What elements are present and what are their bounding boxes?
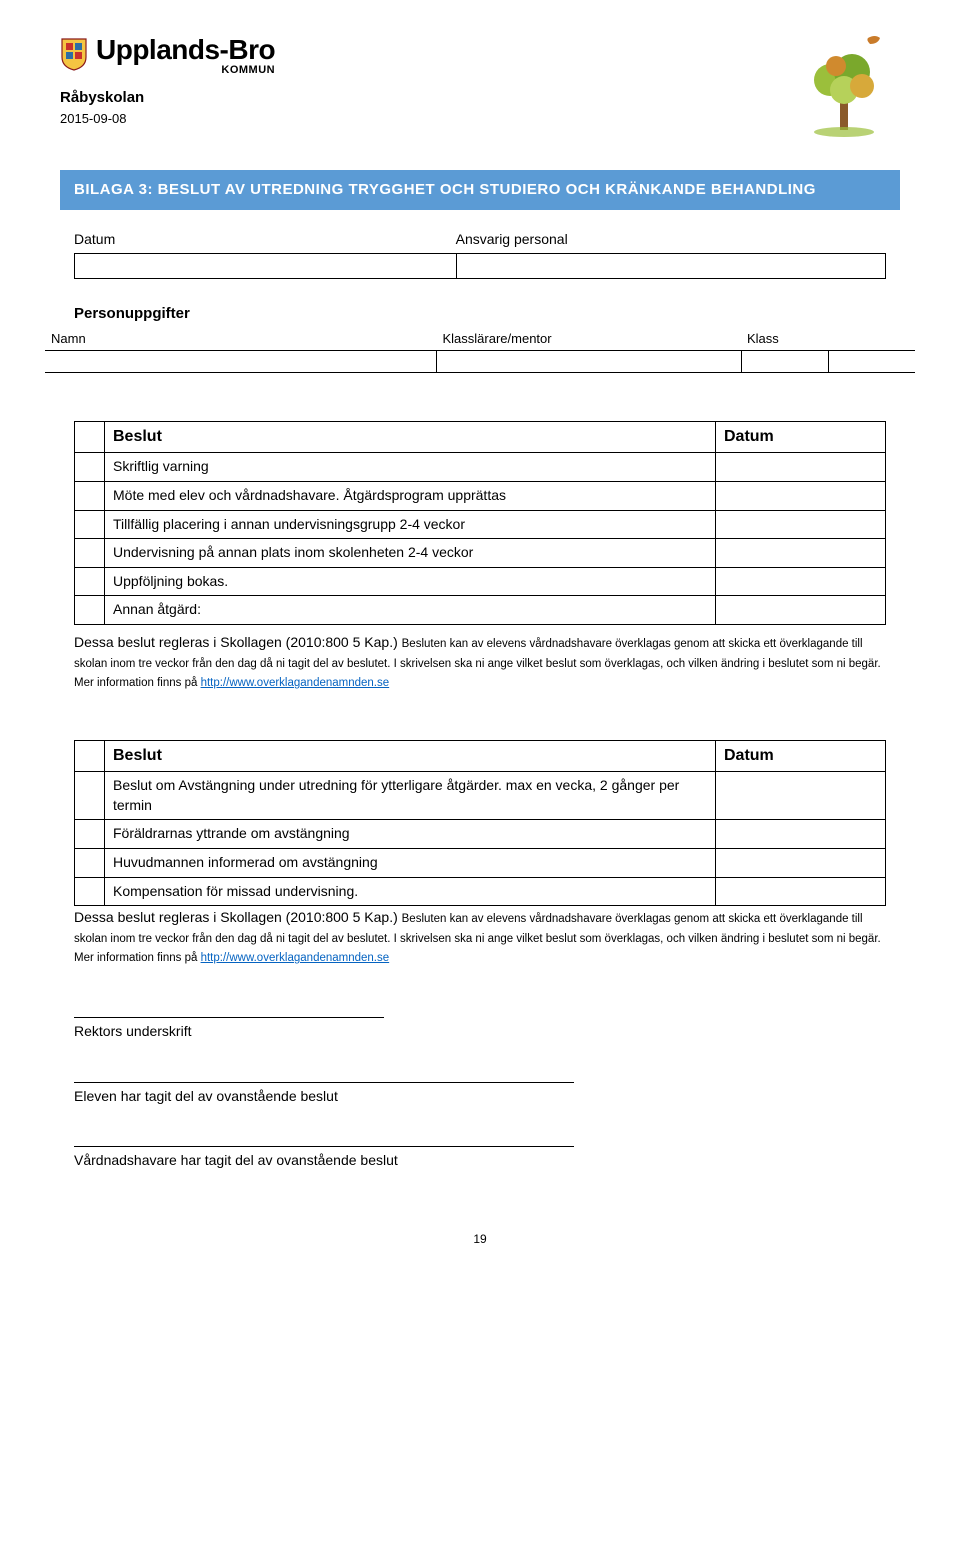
row-date[interactable] bbox=[716, 772, 886, 820]
row-date[interactable] bbox=[716, 453, 886, 482]
row-date[interactable] bbox=[716, 596, 886, 625]
legal-lead: Dessa beslut regleras i Skollagen (2010:… bbox=[74, 634, 402, 650]
sig-label-vardnad: Vårdnadshavare har tagit del av ovanståe… bbox=[74, 1151, 886, 1171]
sig-line-vardnad bbox=[74, 1146, 574, 1147]
checkbox[interactable] bbox=[75, 482, 105, 511]
checkbox[interactable] bbox=[75, 820, 105, 849]
row-text: Tillfällig placering i annan undervisnin… bbox=[105, 510, 716, 539]
sig-line-elev bbox=[74, 1082, 574, 1083]
row-text: Skriftlig varning bbox=[105, 453, 716, 482]
row-text: Uppföljning bokas. bbox=[105, 567, 716, 596]
legal-link[interactable]: http://www.overklagandenamnden.se bbox=[201, 677, 390, 689]
input-klass[interactable] bbox=[741, 351, 828, 373]
legal-link[interactable]: http://www.overklagandenamnden.se bbox=[201, 952, 390, 964]
sig-line-rektor bbox=[74, 1017, 384, 1018]
decision-table-2: Beslut Datum Beslut om Avstängning under… bbox=[74, 740, 886, 906]
col-klasslarare: Klasslärare/mentor bbox=[437, 328, 742, 351]
input-ansvarig[interactable] bbox=[456, 253, 886, 279]
school-name: Råbyskolan bbox=[60, 87, 275, 108]
logo-text: Upplands-Bro KOMMUN bbox=[96, 30, 275, 79]
checkbox[interactable] bbox=[75, 596, 105, 625]
row-date[interactable] bbox=[716, 567, 886, 596]
legal-text-1: Dessa beslut regleras i Skollagen (2010:… bbox=[74, 633, 886, 692]
row-text: Kompensation för missad undervisning. bbox=[105, 877, 716, 906]
row-date[interactable] bbox=[716, 877, 886, 906]
input-datum[interactable] bbox=[74, 253, 456, 279]
shield-icon bbox=[60, 37, 88, 71]
col-empty bbox=[828, 328, 915, 351]
col-klass: Klass bbox=[741, 328, 828, 351]
person-table: Namn Klasslärare/mentor Klass bbox=[45, 328, 915, 373]
row-text: Beslut om Avstängning under utredning fö… bbox=[105, 772, 716, 820]
decision-table-1: Beslut Datum Skriftlig varning Möte med … bbox=[74, 421, 886, 625]
row-text: Möte med elev och vårdnadshavare. Åtgärd… bbox=[105, 482, 716, 511]
checkbox[interactable] bbox=[75, 567, 105, 596]
row-text: Undervisning på annan plats inom skolenh… bbox=[105, 539, 716, 568]
input-klasslarare[interactable] bbox=[437, 351, 742, 373]
logo-row: Upplands-Bro KOMMUN bbox=[60, 30, 275, 79]
head-beslut: Beslut bbox=[105, 422, 716, 453]
row-text: Huvudmannen informerad om avstängning bbox=[105, 848, 716, 877]
document-title-bar: BILAGA 3: BESLUT AV UTREDNING TRYGGHET O… bbox=[60, 170, 900, 210]
input-extra[interactable] bbox=[828, 351, 915, 373]
top-fields: Datum Ansvarig personal bbox=[74, 230, 886, 279]
sig-label-rektor: Rektors underskrift bbox=[74, 1022, 886, 1042]
input-namn[interactable] bbox=[45, 351, 437, 373]
head-beslut: Beslut bbox=[105, 740, 716, 771]
label-datum: Datum bbox=[74, 230, 456, 250]
row-date[interactable] bbox=[716, 539, 886, 568]
head-datum: Datum bbox=[716, 740, 886, 771]
checkbox[interactable] bbox=[75, 848, 105, 877]
checkbox[interactable] bbox=[75, 772, 105, 820]
checkbox[interactable] bbox=[75, 877, 105, 906]
head-checkbox bbox=[75, 740, 105, 771]
row-date[interactable] bbox=[716, 510, 886, 539]
checkbox[interactable] bbox=[75, 539, 105, 568]
head-checkbox bbox=[75, 422, 105, 453]
legal-text-2: Dessa beslut regleras i Skollagen (2010:… bbox=[74, 908, 886, 967]
header-left: Upplands-Bro KOMMUN Råbyskolan 2015-09-0… bbox=[60, 30, 275, 128]
col-namn: Namn bbox=[45, 328, 437, 351]
checkbox[interactable] bbox=[75, 453, 105, 482]
row-text: Annan åtgärd: bbox=[105, 596, 716, 625]
checkbox[interactable] bbox=[75, 510, 105, 539]
tree-icon bbox=[790, 30, 900, 140]
row-date[interactable] bbox=[716, 820, 886, 849]
row-date[interactable] bbox=[716, 848, 886, 877]
legal-lead: Dessa beslut regleras i Skollagen (2010:… bbox=[74, 909, 402, 925]
head-datum: Datum bbox=[716, 422, 886, 453]
label-ansvarig: Ansvarig personal bbox=[456, 230, 886, 250]
row-text: Föräldrarnas yttrande om avstängning bbox=[105, 820, 716, 849]
doc-date: 2015-09-08 bbox=[60, 110, 275, 128]
sig-label-elev: Eleven har tagit del av ovanstående besl… bbox=[74, 1087, 886, 1107]
page-number: 19 bbox=[60, 1231, 900, 1248]
row-date[interactable] bbox=[716, 482, 886, 511]
personuppgifter-title: Personuppgifter bbox=[74, 303, 886, 324]
page-header: Upplands-Bro KOMMUN Råbyskolan 2015-09-0… bbox=[60, 30, 900, 140]
signature-block: Rektors underskrift Eleven har tagit del… bbox=[74, 1017, 886, 1171]
